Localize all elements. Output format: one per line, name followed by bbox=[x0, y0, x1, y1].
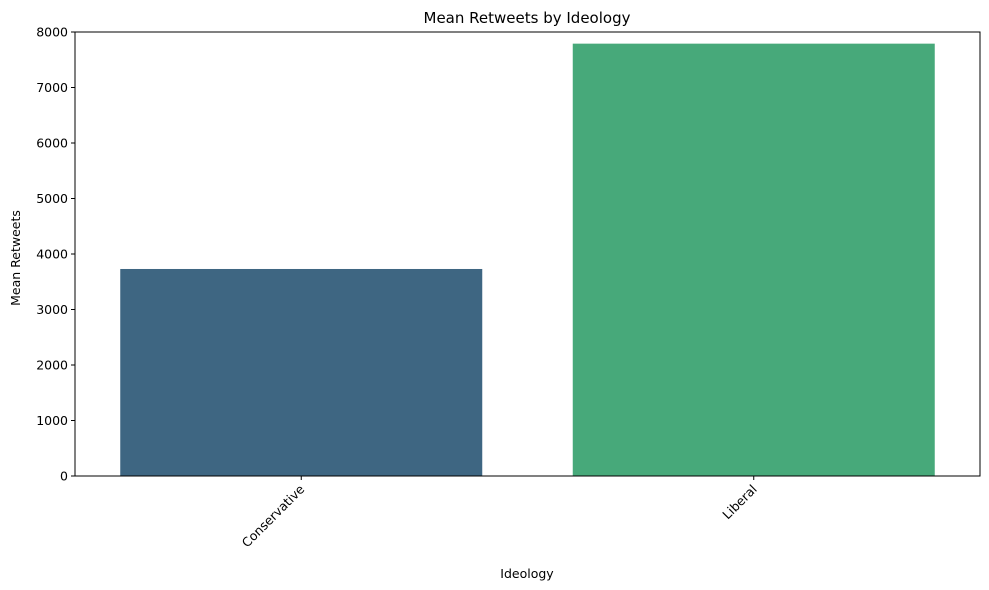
y-tick-label: 8000 bbox=[36, 25, 68, 40]
y-axis-label: Mean Retweets bbox=[8, 210, 23, 306]
y-tick-label: 1000 bbox=[36, 413, 68, 428]
y-tick-label: 4000 bbox=[36, 247, 68, 262]
x-axis: Conservative Liberal bbox=[239, 476, 760, 550]
y-tick-label: 6000 bbox=[36, 136, 68, 151]
y-axis: 0 1000 2000 3000 4000 5000 6000 7000 8000 bbox=[36, 25, 75, 484]
bar-conservative bbox=[120, 268, 483, 476]
y-tick-label: 7000 bbox=[36, 80, 68, 95]
bar-liberal bbox=[572, 43, 935, 476]
bars-group bbox=[120, 43, 935, 476]
y-tick-label: 5000 bbox=[36, 191, 68, 206]
y-tick-label: 3000 bbox=[36, 302, 68, 317]
x-axis-label: Ideology bbox=[500, 566, 554, 581]
y-tick-label: 2000 bbox=[36, 358, 68, 373]
chart-title: Mean Retweets by Ideology bbox=[424, 9, 631, 27]
x-tick-label: Liberal bbox=[719, 482, 760, 523]
y-tick-label: 0 bbox=[60, 469, 68, 484]
x-tick-label: Conservative bbox=[239, 481, 308, 550]
